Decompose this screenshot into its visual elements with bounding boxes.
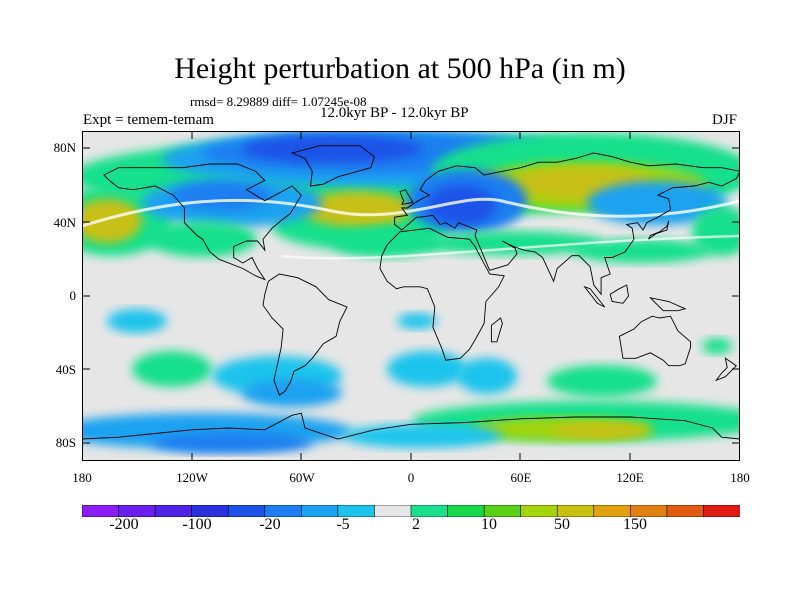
colorbar-label: -100	[182, 516, 212, 533]
lat-label-40n: 40N	[53, 215, 76, 230]
colorbar-swatch	[666, 505, 705, 517]
height-perturbation-map	[82, 131, 740, 461]
lat-label-80n: 80N	[53, 140, 76, 155]
season-label: DJF	[712, 112, 738, 128]
coastline-sumatra	[583, 285, 606, 308]
coastline-africa	[379, 227, 505, 361]
coastline-japan	[648, 220, 670, 240]
coastline-antarctica	[82, 412, 740, 440]
colorbar-label: -20	[259, 516, 281, 533]
coastline-new-zealand	[714, 357, 737, 382]
coastline-greenland	[290, 145, 375, 187]
lon-label-120w: 120W	[176, 470, 208, 485]
lat-label-80s: 80S	[55, 435, 76, 450]
lon-label-120e: 120E	[616, 470, 644, 485]
colorbar-label: 50	[554, 516, 570, 533]
lon-label-180w: 180	[72, 470, 92, 485]
colorbar-swatch	[703, 505, 740, 517]
lon-label-60w: 60W	[289, 470, 315, 485]
coastline-australia	[618, 315, 692, 367]
lon-label-180e: 180	[730, 470, 750, 485]
lon-label-0: 0	[407, 470, 415, 485]
colorbar-label: 150	[623, 516, 647, 533]
coastlines	[82, 145, 740, 440]
period-label: 12.0kyr BP - 12.0kyr BP	[320, 105, 469, 121]
coastline-north-america	[103, 163, 302, 281]
contour-field	[82, 131, 740, 461]
lon-label-60e: 60E	[510, 470, 532, 485]
lat-label-40s: 40S	[55, 362, 76, 377]
coastline-eurasia	[394, 152, 740, 296]
colorbar	[82, 505, 740, 517]
coastline-madagascar	[490, 317, 503, 343]
colorbar-label: 2	[412, 516, 420, 533]
coastline-borneo-indonesia	[609, 284, 629, 304]
coastline-new-guinea	[649, 297, 687, 312]
map-title: Height perturbation at 500 hPa (in m)	[174, 52, 626, 85]
colorbar-label: 10	[481, 516, 497, 533]
stats-line: rmsd= 8.29889 diff= 1.07245e-08	[190, 94, 367, 109]
coastline-british-isles	[399, 189, 414, 205]
colorbar-label: -5	[336, 516, 350, 533]
coastline-south-america	[262, 273, 348, 396]
experiment-label: Expt = temem-temam	[83, 112, 214, 128]
colorbar-label: -200	[109, 516, 139, 533]
lat-label-0: 0	[69, 288, 77, 303]
